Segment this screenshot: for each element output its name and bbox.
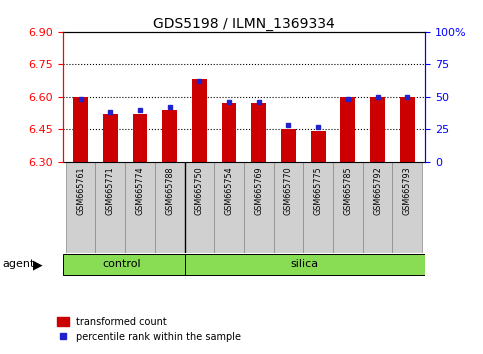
FancyBboxPatch shape xyxy=(244,162,273,253)
FancyBboxPatch shape xyxy=(333,162,363,253)
Bar xyxy=(192,80,207,162)
Text: GSM665775: GSM665775 xyxy=(313,166,323,215)
FancyBboxPatch shape xyxy=(155,162,185,253)
FancyBboxPatch shape xyxy=(273,162,303,253)
Text: GSM665769: GSM665769 xyxy=(254,166,263,215)
FancyBboxPatch shape xyxy=(185,254,425,275)
Text: GSM665774: GSM665774 xyxy=(136,166,144,215)
Bar xyxy=(251,103,266,162)
FancyBboxPatch shape xyxy=(303,162,333,253)
Bar xyxy=(341,97,355,162)
FancyBboxPatch shape xyxy=(66,162,96,253)
Bar xyxy=(103,114,118,162)
FancyBboxPatch shape xyxy=(125,162,155,253)
Text: GSM665754: GSM665754 xyxy=(225,166,234,215)
Text: agent: agent xyxy=(2,259,35,269)
Text: silica: silica xyxy=(291,259,319,269)
Text: control: control xyxy=(103,259,142,269)
Title: GDS5198 / ILMN_1369334: GDS5198 / ILMN_1369334 xyxy=(153,17,335,31)
Bar xyxy=(370,97,385,162)
Text: GSM665788: GSM665788 xyxy=(165,166,174,215)
Bar xyxy=(162,110,177,162)
FancyBboxPatch shape xyxy=(363,162,392,253)
Text: GSM665770: GSM665770 xyxy=(284,166,293,215)
FancyBboxPatch shape xyxy=(63,254,185,275)
Bar xyxy=(281,129,296,162)
FancyBboxPatch shape xyxy=(96,162,125,253)
Bar xyxy=(311,131,326,162)
Text: GSM665785: GSM665785 xyxy=(343,166,352,215)
Bar xyxy=(132,114,147,162)
FancyBboxPatch shape xyxy=(185,162,214,253)
Legend: transformed count, percentile rank within the sample: transformed count, percentile rank withi… xyxy=(53,313,245,346)
Text: GSM665761: GSM665761 xyxy=(76,166,85,215)
Text: ▶: ▶ xyxy=(33,258,43,271)
Text: GSM665792: GSM665792 xyxy=(373,166,382,215)
Bar xyxy=(400,97,414,162)
Text: GSM665750: GSM665750 xyxy=(195,166,204,215)
Text: GSM665793: GSM665793 xyxy=(403,166,412,215)
FancyBboxPatch shape xyxy=(392,162,422,253)
Bar xyxy=(73,97,88,162)
Text: GSM665771: GSM665771 xyxy=(106,166,115,215)
FancyBboxPatch shape xyxy=(214,162,244,253)
Bar xyxy=(222,103,237,162)
